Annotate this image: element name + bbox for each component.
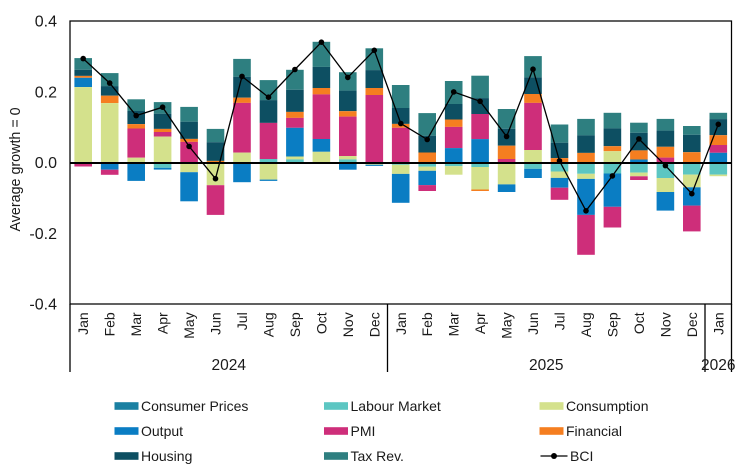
svg-text:Sep: Sep xyxy=(287,312,303,337)
svg-text:Financial: Financial xyxy=(566,423,622,439)
svg-text:Aug: Aug xyxy=(261,312,277,337)
svg-text:Dec: Dec xyxy=(684,312,700,337)
svg-text:2024: 2024 xyxy=(212,357,247,374)
svg-text:2025: 2025 xyxy=(529,357,563,374)
svg-text:Feb: Feb xyxy=(419,312,435,336)
svg-text:Jan: Jan xyxy=(393,312,409,335)
svg-text:0.2: 0.2 xyxy=(35,84,57,101)
svg-text:2026: 2026 xyxy=(701,357,735,374)
svg-text:Consumption: Consumption xyxy=(566,398,649,414)
svg-text:Labour Market: Labour Market xyxy=(351,398,441,414)
svg-text:Output: Output xyxy=(141,423,183,439)
svg-text:-0.2: -0.2 xyxy=(29,226,57,243)
svg-text:Mar: Mar xyxy=(128,312,144,336)
svg-text:Apr: Apr xyxy=(472,312,488,334)
svg-text:Nov: Nov xyxy=(340,312,356,337)
svg-text:Jan: Jan xyxy=(710,312,726,335)
svg-text:Dec: Dec xyxy=(366,312,382,337)
svg-text:BCI: BCI xyxy=(570,448,593,464)
svg-text:Mar: Mar xyxy=(446,312,462,336)
svg-text:Consumer Prices: Consumer Prices xyxy=(141,398,248,414)
svg-text:Apr: Apr xyxy=(155,312,171,334)
svg-text:Feb: Feb xyxy=(102,312,118,336)
svg-text:Sep: Sep xyxy=(604,312,620,337)
svg-text:Aug: Aug xyxy=(578,312,594,337)
svg-text:Average growth = 0: Average growth = 0 xyxy=(8,107,24,231)
svg-text:Tax Rev.: Tax Rev. xyxy=(351,448,404,464)
svg-text:-0.4: -0.4 xyxy=(29,297,57,314)
svg-text:May: May xyxy=(499,312,515,338)
svg-text:0.0: 0.0 xyxy=(35,155,57,172)
svg-text:Jul: Jul xyxy=(552,312,568,330)
svg-text:May: May xyxy=(181,312,197,338)
svg-text:Jun: Jun xyxy=(208,312,224,335)
svg-text:Oct: Oct xyxy=(631,312,647,334)
svg-text:Oct: Oct xyxy=(313,312,329,334)
svg-text:0.4: 0.4 xyxy=(35,14,57,31)
svg-text:Nov: Nov xyxy=(657,312,673,337)
svg-text:Housing: Housing xyxy=(141,448,192,464)
svg-text:Jan: Jan xyxy=(75,312,91,335)
svg-text:Jul: Jul xyxy=(234,312,250,330)
svg-text:Jun: Jun xyxy=(525,312,541,335)
svg-text:PMI: PMI xyxy=(351,423,376,439)
